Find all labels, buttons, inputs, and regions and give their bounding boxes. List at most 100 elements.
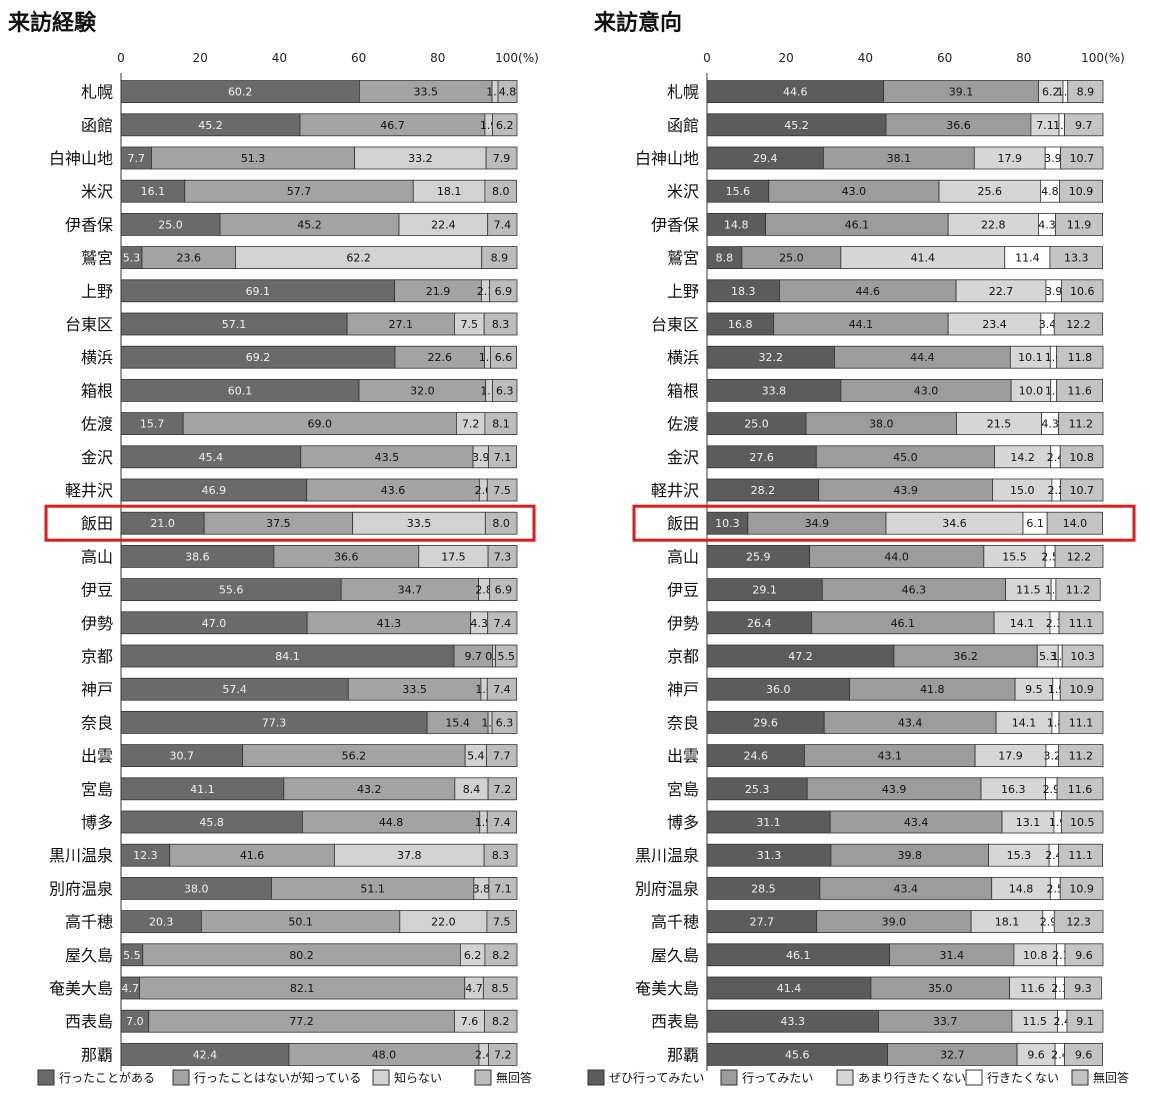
category-label: 上野 [81, 282, 113, 301]
bar-value-label: 60.1 [228, 384, 253, 397]
bar-value-label: 11.4 [1015, 252, 1040, 265]
bar-value-label: 33.7 [933, 1015, 958, 1028]
bar-value-label: 44.0 [884, 550, 909, 563]
bar-value-label: 11.6 [1067, 384, 1092, 397]
chart-title: 来訪意向 [593, 10, 682, 36]
legend-swatch [373, 1070, 389, 1085]
category-label: 伊勢 [667, 614, 699, 633]
bar-value-label: 8.8 [716, 252, 734, 265]
bar-value-label: 48.0 [372, 1048, 397, 1061]
bar-value-label: 46.1 [891, 617, 916, 630]
bar-value-label: 82.1 [290, 982, 315, 995]
bar-value-label: 32.7 [940, 1048, 965, 1061]
bar-value-label: 26.4 [747, 617, 772, 630]
bar-value-label: 45.4 [199, 451, 224, 464]
category-label: 軽井沢 [65, 481, 113, 500]
bar-value-label: 11.1 [1069, 716, 1094, 729]
category-label: 伊香保 [65, 215, 113, 234]
bar-value-label: 25.0 [779, 252, 804, 265]
category-label: 鷲宮 [667, 249, 699, 268]
legend-entry: 知らない [394, 1071, 442, 1085]
bar-value-label: 43.4 [894, 882, 919, 895]
bar-value-label: 36.0 [766, 683, 791, 696]
bar-value-label: 4.8 [499, 86, 517, 99]
category-label: 台東区 [65, 315, 113, 334]
bar-value-label: 10.8 [1023, 949, 1048, 962]
bar-value-label: 45.8 [199, 816, 224, 829]
category-label: 伊勢 [81, 614, 113, 633]
bar-value-label: 43.9 [893, 484, 918, 497]
bar-value-label: 7.1 [494, 451, 512, 464]
bar-value-label: 5.3 [123, 252, 141, 265]
category-label: 箱根 [667, 381, 699, 400]
bar-value-label: 15.6 [726, 185, 751, 198]
category-label: 高山 [81, 547, 113, 566]
bar-value-label: 8.9 [491, 252, 509, 265]
category-label: 奈良 [667, 713, 699, 732]
bar-value-label: 45.6 [785, 1048, 810, 1061]
bar-value-label: 44.6 [783, 86, 808, 99]
bar-value-label: 41.1 [190, 783, 215, 796]
bar-value-label: 7.7 [127, 152, 145, 165]
bar-value-label: 31.4 [939, 949, 964, 962]
bar-value-label: 15.0 [1010, 484, 1035, 497]
category-label: 横浜 [667, 348, 699, 367]
category-label: 箱根 [81, 381, 113, 400]
bar-value-label: 7.7 [493, 750, 511, 763]
category-label: 博多 [81, 813, 113, 832]
bar-value-label: 18.1 [995, 916, 1020, 929]
category-label: 西表島 [65, 1012, 113, 1031]
bar-value-label: 46.7 [380, 119, 405, 132]
category-label: 奈良 [81, 713, 113, 732]
bar-value-label: 18.1 [437, 185, 462, 198]
bar-value-label: 15.5 [1002, 550, 1027, 563]
bar-value-label: 56.2 [342, 750, 367, 763]
x-tick-label: 40 [858, 51, 873, 65]
bar-value-label: 41.4 [911, 252, 936, 265]
x-tick-label: 100(%) [1081, 51, 1125, 65]
x-tick-label: 60 [937, 51, 952, 65]
bar-value-label: 9.6 [1075, 949, 1093, 962]
category-label: 出雲 [667, 747, 699, 766]
bar-value-label: 5.4 [467, 750, 485, 763]
bar-value-label: 45.2 [198, 119, 223, 132]
bar-value-label: 38.6 [185, 550, 210, 563]
bar-value-label: 57.4 [222, 683, 247, 696]
bar-value-label: 45.2 [297, 218, 322, 231]
legend-swatch [1072, 1070, 1088, 1085]
bar-value-label: 36.6 [334, 550, 359, 563]
bar-value-label: 3.9 [472, 451, 490, 464]
bar-value-label: 22.6 [428, 351, 453, 364]
bar-value-label: 6.9 [495, 584, 513, 597]
bar-value-label: 44.6 [856, 285, 881, 298]
bar-value-label: 25.3 [745, 783, 770, 796]
bar-value-label: 7.2 [494, 1048, 512, 1061]
bar-value-label: 33.8 [762, 384, 787, 397]
bar-value-label: 11.5 [1022, 1015, 1047, 1028]
bar-value-label: 44.1 [849, 318, 874, 331]
bar-value-label: 8.3 [492, 318, 510, 331]
category-label: 宮島 [81, 780, 113, 799]
bar-value-label: 36.2 [953, 650, 978, 663]
bar-value-label: 43.0 [842, 185, 867, 198]
bar-value-label: 10.6 [1070, 285, 1095, 298]
bar-value-label: 11.1 [1069, 617, 1094, 630]
bar-value-label: 8.2 [492, 1015, 510, 1028]
category-label: 京都 [81, 647, 113, 666]
bar-value-label: 22.7 [989, 285, 1014, 298]
bar-value-label: 7.3 [494, 550, 512, 563]
bar-value-label: 12.2 [1067, 550, 1092, 563]
legend-entry: 無回答 [496, 1070, 532, 1085]
bar-value-label: 9.6 [1075, 1048, 1093, 1061]
bar-value-label: 14.2 [1010, 451, 1035, 464]
bar-value-label: 46.1 [786, 949, 811, 962]
bar-value-label: 24.6 [743, 750, 768, 763]
bar-value-label: 50.1 [288, 916, 313, 929]
bar-value-label: 60.2 [228, 86, 253, 99]
category-label: 奄美大島 [635, 979, 699, 998]
bar-value-label: 4.3 [470, 617, 488, 630]
bar-value-label: 16.8 [728, 318, 753, 331]
bar-value-label: 11.1 [1068, 849, 1093, 862]
